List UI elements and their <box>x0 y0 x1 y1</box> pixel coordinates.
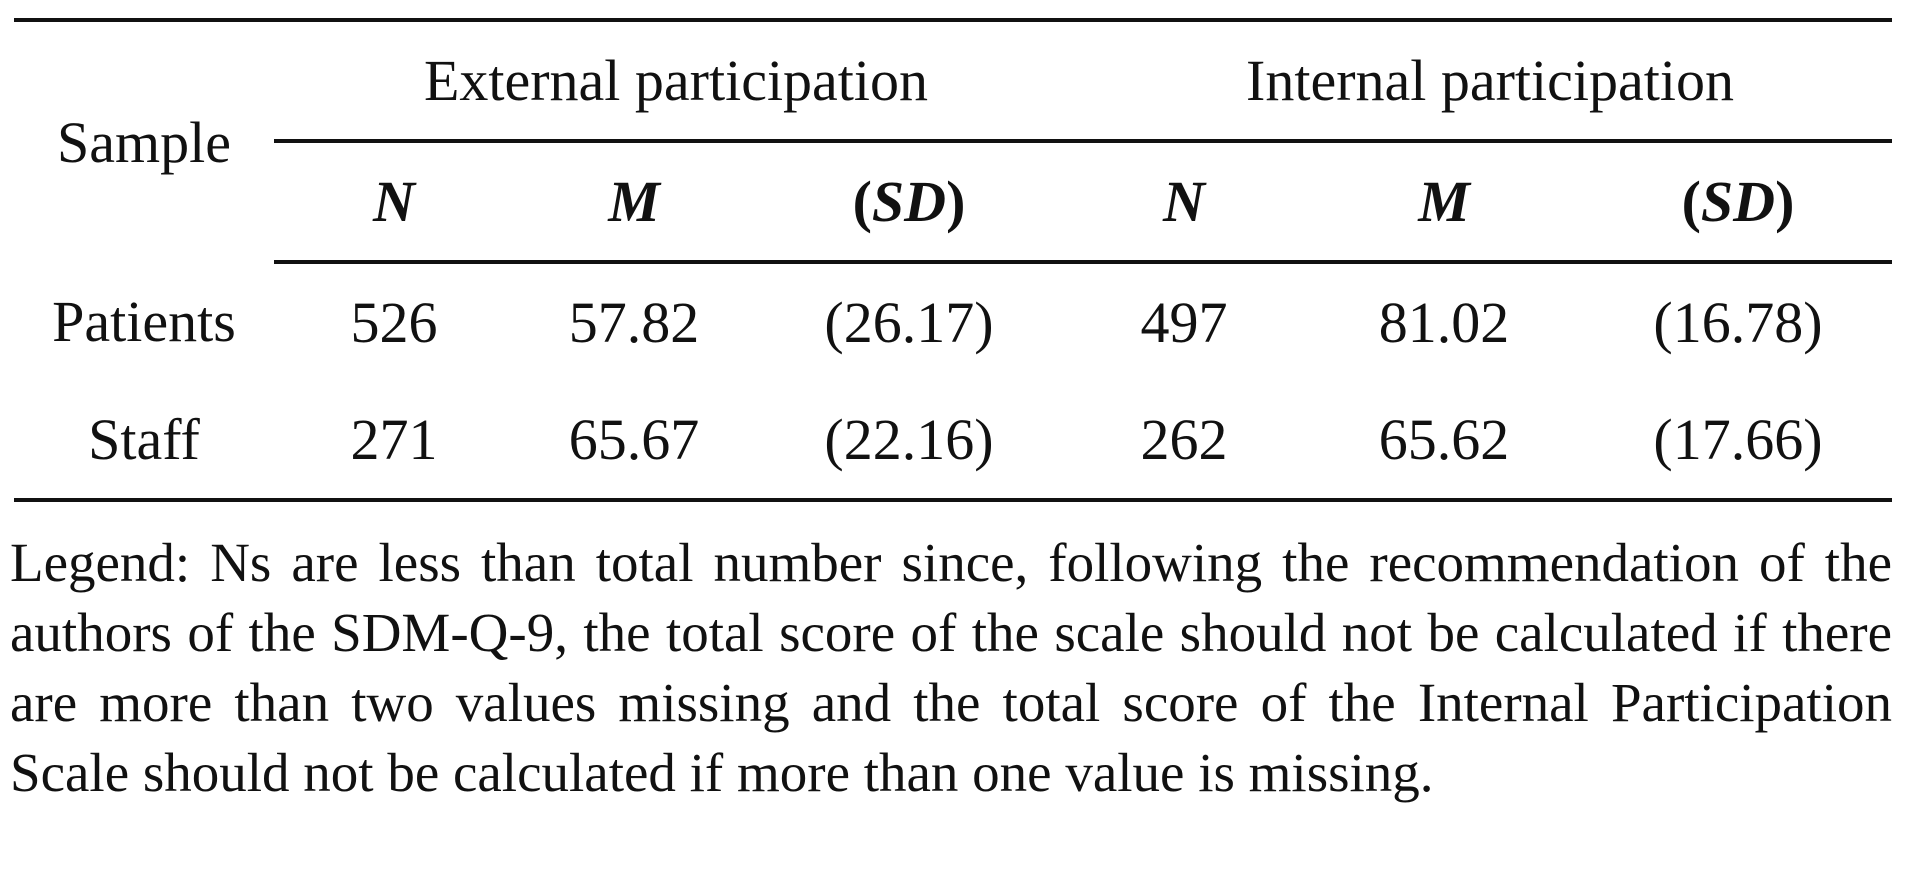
n-label: N <box>1163 169 1205 234</box>
internal-m-header: M <box>1304 141 1584 264</box>
row-label: Patients <box>52 289 236 354</box>
table-footnote: Legend: Ns are less than total number si… <box>10 532 1892 803</box>
internal-participation-header: Internal participation <box>1064 18 1892 143</box>
sample-header: Sample <box>14 18 274 262</box>
subheader-row: N M (SD) N M (SD) <box>14 141 1892 264</box>
data-table-container: Sample External participation Internal p… <box>14 18 1892 502</box>
internal-sd-header: (SD) <box>1584 141 1892 264</box>
external-n-header: N <box>274 141 514 264</box>
cell-internal-n: 497 <box>1140 290 1228 355</box>
table-row-staff: Staff 271 65.67 (22.16) 262 65.62 (17.66… <box>14 381 1892 502</box>
m-label: M <box>1418 169 1470 234</box>
participation-table: Sample External participation Internal p… <box>14 18 1892 502</box>
cell-external-m: 57.82 <box>568 290 700 355</box>
cell-internal-n: 262 <box>1064 381 1304 502</box>
sd-label: SD <box>871 169 947 234</box>
cell-external-n: 271 <box>274 381 514 502</box>
cell-external-sd: (26.17) <box>824 290 994 355</box>
cell-internal-sd: (16.78) <box>1653 290 1823 355</box>
cell-external-sd: (22.16) <box>754 381 1064 502</box>
cell-external-m: 65.67 <box>514 381 754 502</box>
group-header-row: Sample External participation Internal p… <box>14 18 1892 262</box>
cell-internal-m: 65.62 <box>1304 381 1584 502</box>
n-label: N <box>373 169 415 234</box>
sd-label: SD <box>1700 169 1776 234</box>
internal-n-header: N <box>1064 141 1304 264</box>
external-sd-header: (SD) <box>754 141 1064 264</box>
external-m-header: M <box>514 141 754 264</box>
external-participation-header: External participation <box>274 18 1064 143</box>
m-label: M <box>608 169 660 234</box>
cell-internal-sd: (17.66) <box>1584 381 1892 502</box>
cell-external-n: 526 <box>350 290 438 355</box>
cell-internal-m: 81.02 <box>1378 290 1510 355</box>
row-label: Staff <box>14 381 274 502</box>
table-row-patients: Patients 526 57.82 (26.17) 497 81.02 (16… <box>14 262 1892 381</box>
